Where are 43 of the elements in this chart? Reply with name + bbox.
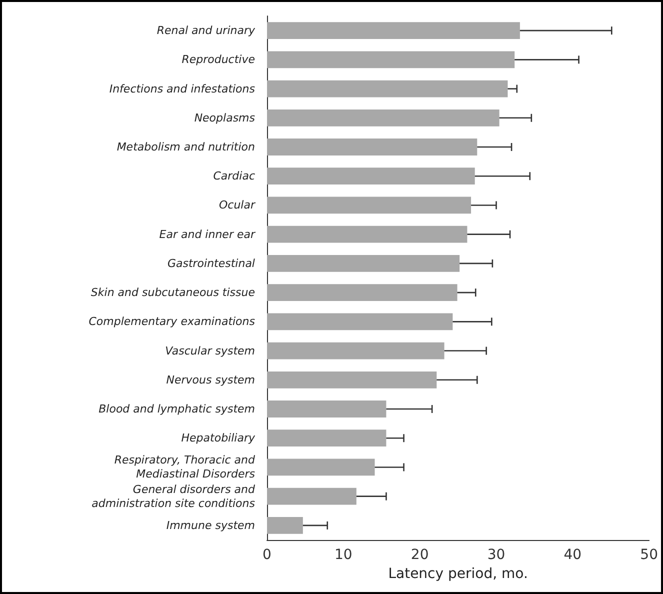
y-tick-label: General disorders and administration site conditions	[92, 482, 256, 510]
y-tick-label: Renal and urinary	[156, 24, 256, 38]
x-tick-label: 30	[487, 547, 506, 563]
y-tick-label: Infections and infestations	[109, 82, 256, 96]
x-tick-label: 10	[334, 547, 352, 563]
bar	[267, 400, 386, 418]
y-tick-label: Vascular system	[165, 344, 255, 358]
bar	[267, 430, 386, 447]
y-tick-label: Reproductive	[182, 53, 256, 66]
bar	[267, 488, 356, 505]
bar	[267, 342, 444, 360]
x-tick-label: 0	[262, 547, 272, 563]
y-tick-label: Complementary examinations	[88, 315, 256, 328]
y-tick-label: Immune system	[166, 518, 255, 532]
y-tick-label: Respiratory, Thoracic and Mediastinal Disorders	[114, 454, 256, 481]
bar	[267, 109, 500, 126]
bar	[267, 458, 375, 476]
y-tick-label: Gastrointestinal	[167, 256, 255, 270]
bar	[267, 196, 472, 214]
bar	[267, 371, 437, 388]
y-tick-label: Blood and lymphatic system	[98, 402, 255, 416]
y-tick-label: Nervous system	[166, 373, 255, 386]
bar	[267, 80, 508, 98]
y-tick-label: Hepatobiliary	[181, 432, 256, 445]
y-tick-label: Metabolism and nutrition	[116, 140, 256, 154]
y-tick-label: Ear and inner ear	[159, 228, 256, 241]
bar	[267, 255, 460, 272]
x-tick-label: 40	[564, 547, 582, 563]
bar	[267, 22, 520, 39]
x-axis-title: Latency period, mo.	[388, 566, 528, 582]
y-tick-label: Neoplasms	[194, 111, 256, 124]
bar	[267, 313, 453, 330]
y-tick-label: Skin and subcutaneous tissue	[90, 286, 256, 300]
bar	[267, 168, 475, 185]
y-tick-label: Cardiac	[213, 170, 255, 183]
bar	[267, 226, 468, 243]
x-tick-label: 20	[410, 547, 429, 563]
x-tick-label: 50	[640, 547, 658, 563]
bar	[267, 517, 303, 534]
y-tick-label: Ocular	[219, 198, 256, 212]
bar	[267, 284, 458, 301]
bar	[267, 138, 478, 156]
bar	[267, 51, 515, 68]
